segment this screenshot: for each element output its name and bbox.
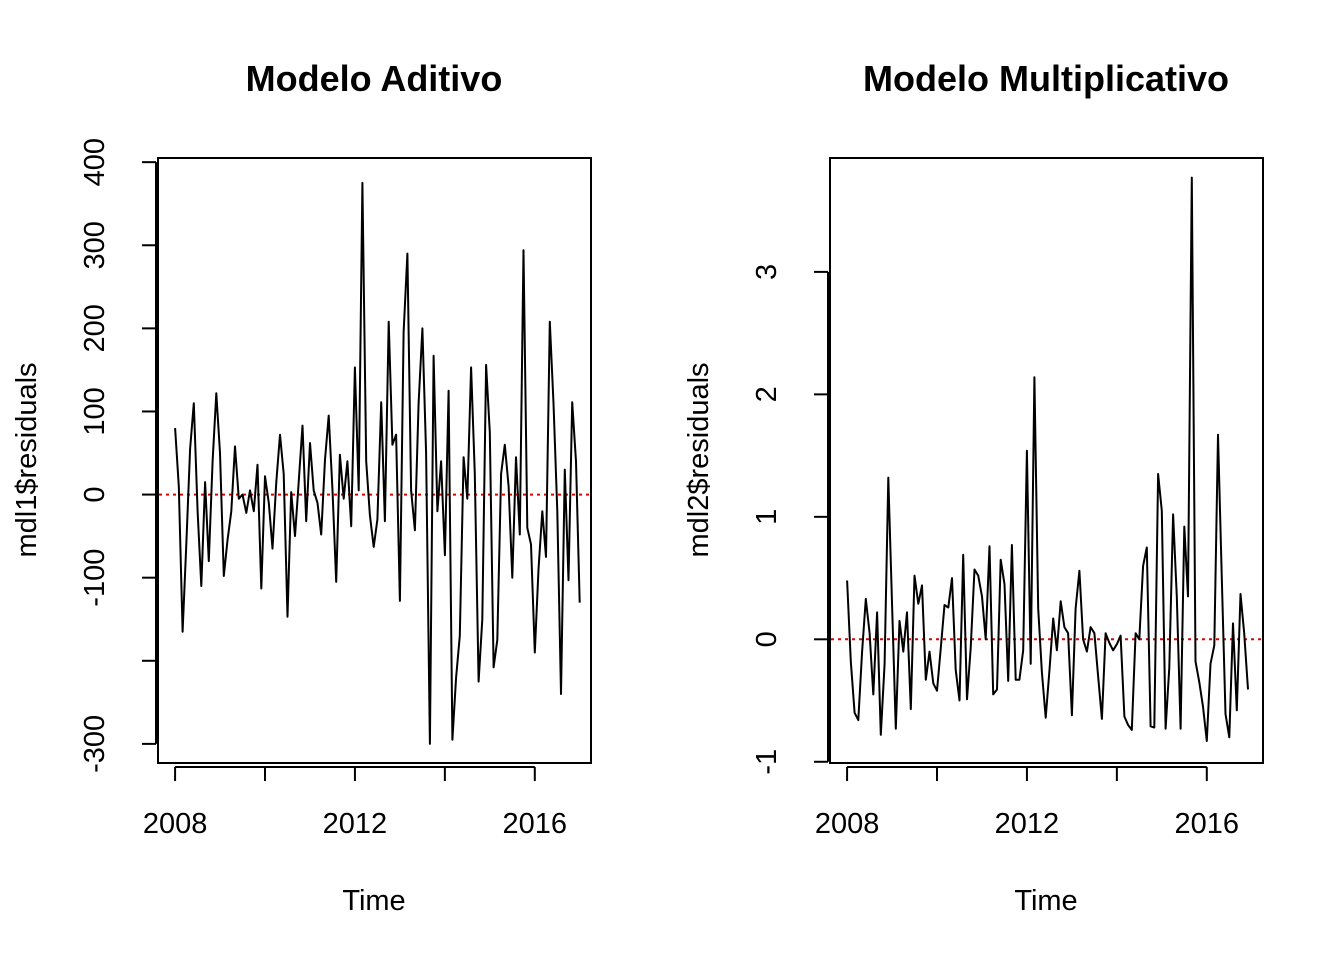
y-axis: -1 0 1 2 3 — [751, 264, 829, 775]
y-axis: -300 -100 0 100 200 300 400 — [79, 138, 157, 773]
y-tick-label: 200 — [79, 304, 111, 352]
x-axis: 2008 2012 2016 — [815, 766, 1240, 840]
x-tick-label: 2016 — [503, 808, 568, 840]
y-tick-label: 3 — [751, 264, 783, 280]
x-axis-label: Time — [1014, 885, 1077, 917]
y-tick-label: 400 — [79, 138, 111, 186]
plot-frame — [157, 157, 592, 764]
y-tick-label: -1 — [751, 749, 783, 775]
y-axis-label: mdl2$residuals — [683, 362, 715, 557]
panel-multiplicative: Modelo Multiplicativo 2008 2012 2016 -1 0 1 2… — [683, 58, 1264, 917]
y-tick-label: 1 — [751, 509, 783, 525]
x-tick-label: 2012 — [323, 808, 388, 840]
residuals-polyline — [846, 176, 1249, 742]
x-axis: 2008 2012 2016 — [143, 766, 568, 840]
x-tick-label: 2012 — [995, 808, 1060, 840]
residuals-polyline — [174, 181, 581, 745]
panel-additive: Modelo Aditivo 2008 2012 2016 -300 -100 0 100… — [11, 58, 592, 917]
chart-title: Modelo Aditivo — [246, 58, 503, 99]
y-tick-label: 100 — [79, 387, 111, 435]
x-tick-label: 2008 — [143, 808, 208, 840]
series-line — [846, 176, 1249, 742]
y-tick-label: -100 — [79, 549, 111, 607]
y-tick-label: 0 — [751, 631, 783, 647]
x-tick-label: 2016 — [1175, 808, 1240, 840]
y-tick-label: 300 — [79, 221, 111, 269]
chart-title: Modelo Multiplicativo — [863, 58, 1229, 99]
y-tick-label: 2 — [751, 386, 783, 402]
plot-frame — [829, 157, 1264, 764]
y-tick-label: -300 — [79, 715, 111, 773]
y-axis-label: mdl1$residuals — [11, 362, 43, 557]
x-tick-label: 2008 — [815, 808, 880, 840]
x-axis-label: Time — [342, 885, 405, 917]
y-tick-label: 0 — [79, 487, 111, 503]
series-line — [174, 181, 581, 745]
